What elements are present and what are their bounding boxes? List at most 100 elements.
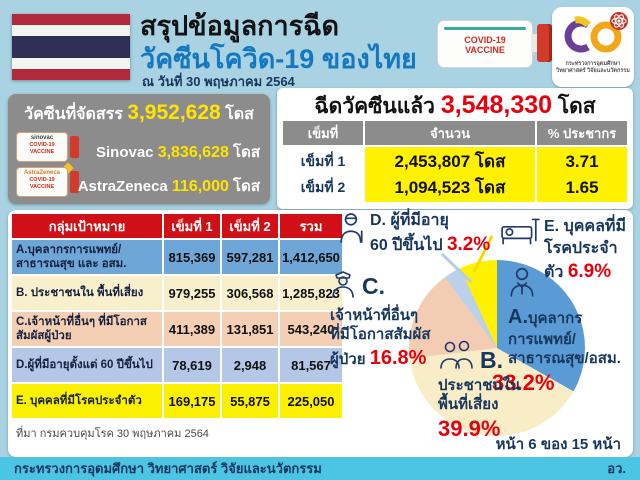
callout-d-percent: 3.2% <box>446 233 491 255</box>
vaccine-bottle-illustration: COVID-19 VACCINE <box>437 18 555 68</box>
astrazeneca-bottle-cap <box>70 171 79 193</box>
group-header: กลุ่มเป้าหมาย <box>12 214 162 238</box>
group-a-dose2: 597,281 <box>222 240 278 274</box>
group-header-dose1: เข็มที่ 1 <box>164 214 220 238</box>
pie-callout-d-text: D. ผู้ที่มีอายุ 60 ปีขึ้นไป 3.2% <box>370 210 490 257</box>
group-b-dose1: 979,255 <box>164 276 220 310</box>
page-title-line2: วัคซีนโควิด-19 ของไทย <box>140 44 417 74</box>
astrazeneca-brand: AstraZeneca <box>77 178 168 195</box>
callout-d-line1: D. ผู้ที่มีอายุ <box>370 212 449 229</box>
pie-callout-e-text: E. บุคคลที่มี โรคประจำตัว 6.9% <box>544 216 633 285</box>
doses-table-header-percent: % ประชากร <box>537 121 627 145</box>
footer-ministry: กระทรวงการอุดมศึกษา วิทยาศาสตร์ วิจัยและ… <box>14 461 322 476</box>
callout-e-line1: E. บุคคลที่มี <box>544 218 627 235</box>
flag-stripe <box>12 25 130 36</box>
callout-c-percent: 16.8% <box>369 346 427 369</box>
sinovac-unit: โดส <box>233 144 260 161</box>
label-b-line2: พื้นที่เสี่ยง <box>438 396 499 413</box>
group-header-dose2: เข็มที่ 2 <box>222 214 278 238</box>
pie-callout-c: C. เจ้าหน้าที่อื่นๆ ที่มีโอกาสสัมผัส ผู้… <box>330 268 464 371</box>
sinovac-row: Sinovac 3,836,628 โดส <box>96 140 260 164</box>
group-e-dose2: 55,875 <box>222 384 278 418</box>
footer-bar: กระทรวงการอุดมศึกษา วิทยาศาสตร์ วิจัยและ… <box>0 457 640 480</box>
page-title-line1: สรุปข้อมูลการฉีด <box>140 11 340 41</box>
doses-table-header-amount: จำนวน <box>365 121 535 145</box>
bottle-cap <box>537 24 552 62</box>
dose1-label: เข็มที่ 1 <box>283 147 363 176</box>
astrazeneca-doses-value: 116,000 <box>171 178 229 195</box>
doses-table: เข็มที่ จำนวน % ประชากร เข็มที่ 1 2,453,… <box>283 121 627 202</box>
people-icon <box>438 340 476 376</box>
group-d-dose2: 2,948 <box>222 348 278 382</box>
flag-stripe <box>12 14 130 25</box>
injected-vaccines-panel: ฉีดวัคซีนแล้ว 3,548,330 โดส เข็มที่ จำนว… <box>277 88 633 209</box>
group-d-total: 81,567 <box>280 348 342 382</box>
astrazeneca-unit: โดส <box>233 178 260 195</box>
mhesi-logo-text: กระทรวงการอุดมศึกษา วิทยาศาสตร์ วิจัยและ… <box>554 61 632 75</box>
report-date: ณ วันที่ 30 พฤษภาคม 2564 <box>142 74 295 89</box>
group-a-dose1: 815,369 <box>164 240 220 274</box>
group-c-label: C.เจ้าหน้าที่อื่นๆ ที่มีโอกาสสัมผัสผู้ป่… <box>12 312 162 346</box>
bottle-stripe <box>444 27 526 30</box>
pie-label-a: A.บุคลากร การแพทย์/ สาธารณสุข/อสม. 33.2% <box>492 266 640 397</box>
group-a-total: 1,412,650 <box>280 240 342 274</box>
data-source: ที่มา กรมควบคุมโรค 30 พฤษภาคม 2564 <box>16 428 209 440</box>
label-a-line3: สาธารณสุข/อสม. <box>508 350 621 367</box>
callout-e-percent: 6.9% <box>567 261 612 283</box>
group-e-label: E. บุคคลที่มีโรคประจำตัว <box>12 384 162 418</box>
allocated-unit: โดส <box>225 106 254 123</box>
group-c-dose1: 411,389 <box>164 312 220 346</box>
label-b-line1: ประชาชนใน <box>438 376 521 394</box>
label-a-line1: บุคลากร <box>528 309 583 327</box>
group-c-dose2: 131,851 <box>222 312 278 346</box>
astrazeneca-bottle-brand: AstraZeneca <box>23 170 61 176</box>
group-d-dose1: 78,619 <box>164 348 220 382</box>
sinovac-doses-value: 3,836,628 <box>157 144 229 161</box>
label-b-letter: B. <box>480 346 503 373</box>
allocated-title: วัคซีนที่จัดสรร 3,952,628 โดส <box>8 101 270 127</box>
injected-title: ฉีดวัคซีนแล้ว 3,548,330 โดส <box>277 90 633 123</box>
astrazeneca-bottle-covid: COVID-19 <box>29 177 55 184</box>
dose2-label: เข็มที่ 2 <box>283 173 363 202</box>
label-b-percent: 39.9% <box>438 415 501 441</box>
label-a-line2: การแพทย์/ <box>508 330 576 348</box>
callout-c-line2: ที่มีโอกาสสัมผัส <box>330 326 431 343</box>
callout-c-letter: C. <box>362 272 385 299</box>
patient-in-bed-icon <box>500 216 540 285</box>
doses-table-header-dose: เข็มที่ <box>283 121 363 145</box>
label-a-percent: 33.2% <box>492 369 555 395</box>
sinovac-bottle-brand: sinovac <box>30 135 54 141</box>
dose1-percent: 3.71 <box>537 147 627 176</box>
flag-stripe <box>12 58 130 69</box>
logo-text-line1: กระทรวงการอุดมศึกษา <box>565 61 621 67</box>
sinovac-brand: Sinovac <box>95 144 154 161</box>
sinovac-bottle-icon: sinovac COVID-19 VACCINE <box>16 132 80 162</box>
astrazeneca-bottle-vaccine: VACCINE <box>29 183 55 190</box>
mhesi-logo-mark <box>564 16 622 53</box>
pie-callout-d: D. ผู้ที่มีอายุ 60 ปีขึ้นไป 3.2% <box>338 210 490 257</box>
group-b-total: 1,285,823 <box>280 276 342 310</box>
sinovac-bottle-cap <box>70 136 79 158</box>
dose1-amount: 2,453,807 โดส <box>365 147 535 176</box>
atom-icon <box>610 12 628 30</box>
group-b-label: B. ประชาชนใน พื้นที่เสี่ยง <box>12 276 162 310</box>
group-b-dose2: 306,568 <box>222 276 278 310</box>
sinovac-bottle-covid: COVID-19 <box>29 142 55 149</box>
astrazeneca-bottle-body: AstraZeneca COVID-19 VACCINE <box>16 167 68 197</box>
page-number: หน้า 6 ของ 15 หน้า <box>495 436 621 453</box>
footer-abbr: อว. <box>607 461 626 476</box>
logo-text-line2: วิทยาศาสตร์ วิจัยและนวัตกรรม <box>556 68 630 75</box>
group-d-label: D.ผู้ที่มีอายุตั้งแต่ 60 ปีขึ้นไป <box>12 348 162 382</box>
pie-label-b: B. ประชาชนใน พื้นที่เสี่ยง 39.9% <box>438 340 554 443</box>
callout-e-line2: โรคประจำตัว <box>544 239 618 282</box>
bottle-label-line2: VACCINE <box>465 45 505 56</box>
officer-icon <box>330 268 356 306</box>
target-groups-table: กลุ่มเป้าหมาย เข็มที่ 1 เข็มที่ 2 รวม A.… <box>12 214 342 418</box>
flag-stripe <box>12 36 130 58</box>
label-a-letter: A. <box>508 305 528 328</box>
callout-c-line1: เจ้าหน้าที่อื่นๆ <box>330 306 419 324</box>
sinovac-bottle-body: sinovac COVID-19 VACCINE <box>16 132 68 162</box>
allocated-vaccines-panel: วัคซีนที่จัดสรร 3,952,628 โดส sinovac CO… <box>8 94 270 204</box>
dose2-percent: 1.65 <box>537 173 627 202</box>
